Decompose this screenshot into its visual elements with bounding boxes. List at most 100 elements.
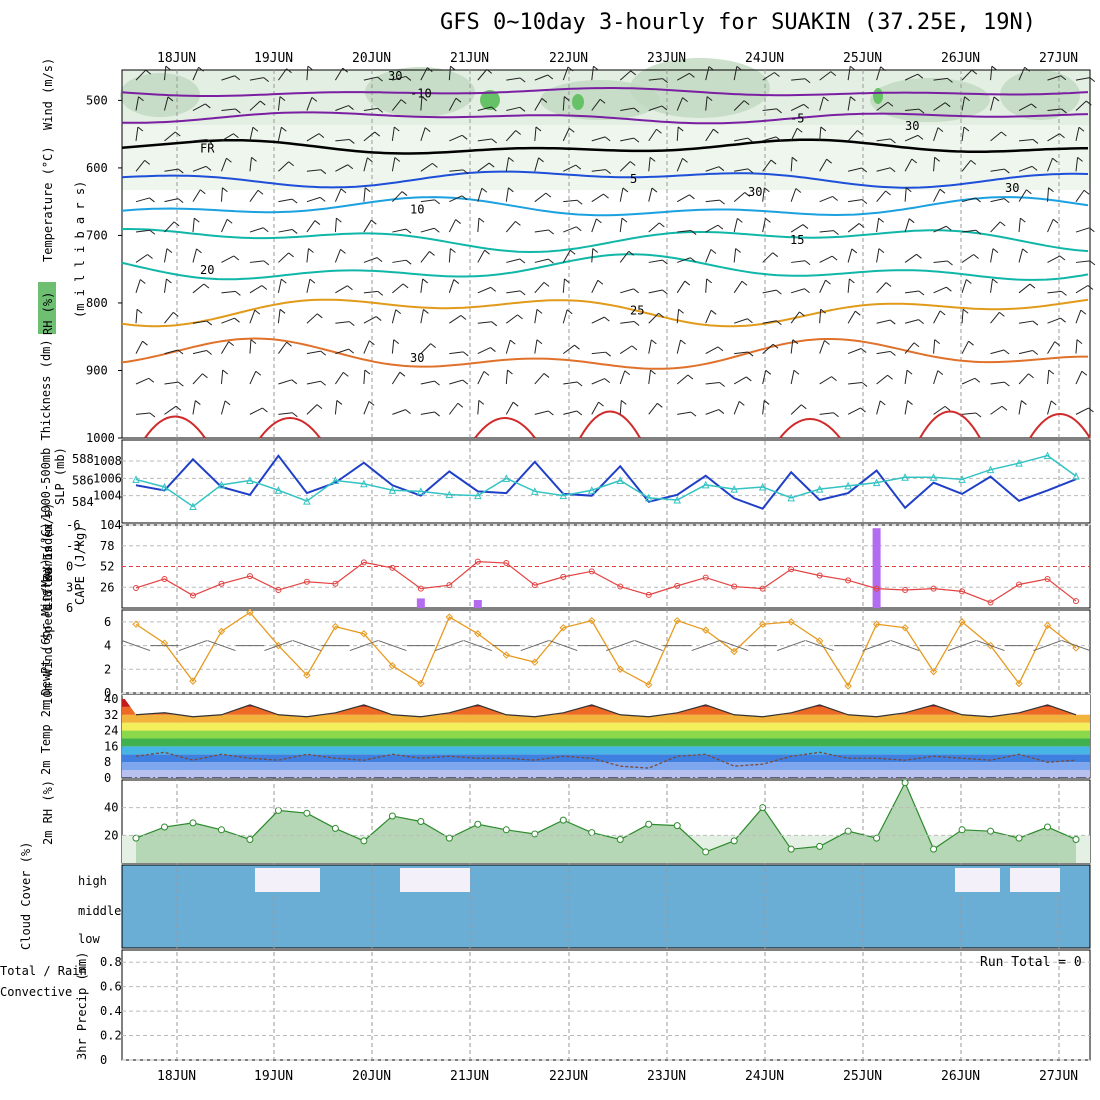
wind-barb-flag: [1028, 373, 1034, 379]
wind-barb: [392, 409, 406, 415]
wind-barb: [249, 285, 263, 294]
wind-barb: [505, 221, 516, 233]
wind-barb-flag: [662, 259, 668, 265]
chart-title: GFS 0~10day 3-hourly for SUAKIN (37.25E,…: [440, 10, 1037, 35]
wind-barb-flag: [678, 308, 684, 314]
thickness-point: [587, 486, 596, 494]
wind-barb: [249, 371, 257, 385]
wind-barb-flag: [374, 131, 381, 137]
wind-barb-flag: [889, 319, 896, 325]
wind-barb: [164, 96, 169, 111]
wind-barb: [505, 130, 517, 142]
axis-legend-rh: RH (%): [41, 292, 55, 335]
wind-barb: [734, 351, 749, 355]
wind-barb-flag: [491, 321, 498, 327]
lifted-index-point: [189, 592, 196, 599]
wind-barb: [192, 283, 205, 294]
wind-speed-point: [1015, 679, 1023, 688]
wind-barb: [1075, 157, 1079, 172]
wind-barb-flag: [918, 319, 924, 325]
wind-barb: [477, 321, 492, 324]
wind-barb-flag: [548, 410, 554, 416]
wind-barb-flag: [405, 259, 412, 265]
wind-barb-flag: [515, 130, 522, 135]
wind-barb-flag: [394, 157, 401, 162]
wind-barb: [1047, 75, 1061, 81]
wind-barb-flag: [945, 225, 952, 231]
wind-barb: [648, 370, 652, 385]
wind-barb-flag: [947, 260, 953, 266]
lifted-index-point: [133, 584, 139, 591]
wind-barb: [933, 405, 946, 415]
wind-barb: [192, 349, 207, 355]
wind-barb: [335, 138, 350, 142]
wind-barb-flag: [776, 108, 782, 114]
wind-barb-flag: [348, 105, 354, 110]
wind-barb: [449, 315, 462, 324]
wind-barb-flag: [148, 377, 155, 383]
wind-barb: [790, 404, 802, 415]
wind-barb: [962, 412, 977, 415]
wind-barb: [1075, 189, 1085, 202]
temperature-mask: [122, 695, 1090, 717]
wind-speed-point: [132, 620, 140, 628]
wind-barb: [1018, 165, 1033, 172]
wind-barb-flag: [1003, 198, 1010, 204]
wind-barb: [1047, 108, 1062, 112]
wind-barb-flag: [507, 369, 513, 375]
wind-barb: [904, 253, 917, 263]
wind-barb: [961, 340, 970, 354]
wind-barb-flag: [576, 410, 583, 416]
cloud-gap: [955, 868, 1000, 892]
wind-barb-flag: [142, 340, 148, 346]
wind-barb: [591, 136, 606, 142]
wind-barb-flag: [196, 248, 202, 254]
wind-barb: [619, 161, 631, 172]
wind-barb: [847, 96, 851, 111]
wind-barb-flag: [737, 218, 743, 223]
wind-barb: [420, 162, 433, 172]
wind-barb: [164, 221, 175, 233]
wind-barb-flag: [719, 199, 725, 205]
wind-barb: [135, 96, 140, 111]
thickness-point: [246, 476, 254, 484]
wind-barb-flag: [174, 131, 181, 137]
temperature-color-band: [122, 770, 1090, 778]
wind-barb: [648, 339, 652, 354]
date-label-top: 21JUN: [450, 51, 489, 66]
wind-barb: [762, 187, 765, 202]
wind-barb-flag: [226, 218, 233, 224]
wind-barb: [505, 401, 514, 415]
wind-barb-flag: [968, 340, 974, 346]
wind-barb: [990, 96, 995, 111]
date-label-bottom: 22JUN: [549, 1069, 588, 1084]
wind-barb: [961, 126, 965, 141]
wind-barb-flag: [543, 281, 550, 287]
wind-barb: [876, 101, 889, 111]
wind-barb: [819, 96, 824, 111]
wind-speed-point: [360, 630, 368, 638]
wind-barb: [733, 218, 738, 233]
wind-barb: [676, 194, 690, 203]
wind-barb-flag: [399, 371, 406, 377]
wind-barb: [990, 381, 1005, 385]
wind-barb-flag: [405, 76, 412, 81]
wind-barb-flag: [801, 404, 807, 410]
wind-barb-flag: [804, 78, 811, 84]
wind-barb: [734, 137, 748, 142]
wind-barb-flag: [481, 187, 488, 193]
lifted-index-tick-label: 0: [66, 560, 73, 574]
rh-point: [1015, 834, 1023, 842]
lifted-index-point: [474, 558, 481, 565]
wind-barb-flag: [630, 70, 637, 76]
wind-barb-flag: [377, 107, 384, 113]
wind-barb: [505, 340, 511, 354]
wind-barb-10m: [178, 640, 208, 652]
wind-barb-flag: [975, 229, 982, 235]
wind-speed-point: [815, 637, 824, 645]
wind-barb: [506, 106, 521, 112]
wind-barb: [420, 127, 426, 142]
thickness-point: [417, 487, 425, 495]
wind-barb-flag: [536, 308, 543, 314]
